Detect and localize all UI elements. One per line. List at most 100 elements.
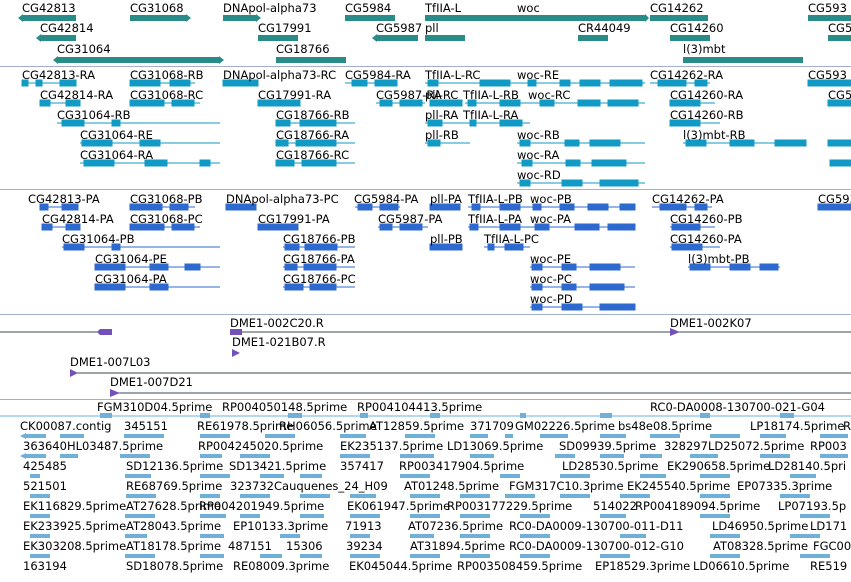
est-label[interactable]: 521501 <box>23 479 67 493</box>
transcript-label[interactable]: woc-RE <box>517 68 560 82</box>
clone-glyph[interactable] <box>97 329 112 335</box>
est-label[interactable]: EK061947.5prime <box>347 499 451 513</box>
transcript-label[interactable]: pll-RA <box>425 108 459 122</box>
est-label[interactable]: EP10133.3prime <box>233 519 329 533</box>
transcript-label[interactable]: woc-RD <box>517 168 561 182</box>
protein-label[interactable]: CG14260-PB <box>670 212 743 226</box>
transcript-label[interactable]: CG31064-RA <box>80 148 154 162</box>
est-label[interactable]: RP004201949.5prime <box>199 499 325 513</box>
protein-label[interactable]: CG18766-PA <box>283 252 355 266</box>
transcript-label[interactable]: CG31064-RB <box>57 108 131 122</box>
gene-label[interactable]: CG14262 <box>650 1 704 15</box>
gene-glyph-cr44049[interactable] <box>578 35 608 41</box>
transcript-label[interactable]: CG14260-RB <box>670 108 744 122</box>
est-label[interactable]: SD12136.5prime <box>126 459 224 473</box>
transcript-label[interactable]: CG31064-RE <box>80 128 153 142</box>
est-label[interactable]: LD46950.5prime <box>712 519 809 533</box>
protein-label[interactable]: CG31068-PB <box>130 192 203 206</box>
est-label[interactable]: 363640 <box>23 439 67 453</box>
est-label[interactable]: 487151 <box>228 539 272 553</box>
gene-glyph-cg42813[interactable] <box>22 15 76 21</box>
protein-label[interactable]: CG5984-PA <box>354 192 419 206</box>
protein-label[interactable]: CG31064-PA <box>95 272 167 286</box>
gene-glyph-cg14260[interactable] <box>670 35 710 41</box>
transcript-label[interactable]: woc-RC <box>528 88 571 102</box>
est-label[interactable]: LP18174.5prime <box>750 419 845 433</box>
gene-label[interactable]: CG593 <box>808 1 847 15</box>
transcript-label[interactable]: TfIIA-L-RB <box>463 88 519 102</box>
protein-label[interactable]: CG31068-PC <box>130 212 203 226</box>
est-label[interactable]: LD28140.5pri <box>768 459 847 473</box>
est-label[interactable]: LD06610.5prime <box>693 559 790 573</box>
est-label[interactable]: SD18078.5prime <box>126 559 224 573</box>
clone-glyph[interactable] <box>70 369 78 377</box>
protein-label[interactable]: pll-PB <box>430 232 463 246</box>
transcript-label[interactable]: CG14260-RA <box>670 88 744 102</box>
est-label[interactable]: EP07335.3prime <box>737 479 833 493</box>
clone-glyph[interactable] <box>670 328 680 336</box>
est-label[interactable]: AT08328.5prime <box>713 539 809 553</box>
clone-label[interactable]: DME1-002K07 <box>670 316 752 330</box>
gene-glyph-woc[interactable] <box>517 15 645 21</box>
est-label[interactable]: EK116829.5prime <box>23 499 127 513</box>
clone-label[interactable]: DME1-007D21 <box>110 375 193 389</box>
protein-label[interactable]: CG31064-PE <box>95 252 167 266</box>
gene-glyph-cg5987[interactable] <box>376 35 418 41</box>
est-label[interactable]: 71913 <box>345 519 382 533</box>
gene-glyph-cg31064[interactable] <box>57 57 220 63</box>
transcript-label[interactable]: woc-RA <box>517 148 560 162</box>
gene-glyph-cg31068[interactable] <box>130 15 187 21</box>
est-label[interactable]: HL03487.5prime <box>67 439 164 453</box>
est-label[interactable]: GM02226.5prime <box>515 419 615 433</box>
gene-glyph-pll[interactable] <box>425 35 465 41</box>
est-label[interactable]: 514022 <box>593 499 637 513</box>
est-label[interactable]: 371709 <box>470 419 514 433</box>
est-label[interactable]: AT18178.5prime <box>126 539 222 553</box>
est-label[interactable]: FGM310D04.5prime <box>97 400 213 414</box>
est-label[interactable]: AT31894.5prime <box>410 539 506 553</box>
clone-label[interactable]: DME1-002C20.R <box>230 316 324 330</box>
transcript-label[interactable]: pll-RB <box>425 128 459 142</box>
est-label[interactable]: RP003508459.5prime <box>457 559 583 573</box>
protein-label[interactable]: pll-PA <box>430 192 462 206</box>
est-label[interactable]: EK045044.5prime <box>349 559 453 573</box>
est-label[interactable]: RC0-DA0009-130700-012-G10 <box>509 539 684 553</box>
transcript-label[interactable]: pll-RC <box>425 88 459 102</box>
protein-label[interactable]: TfIIA-L-PC <box>484 232 539 246</box>
clone-glyph[interactable] <box>110 389 120 397</box>
protein-label[interactable]: woc-PE <box>530 252 572 266</box>
gene-glyph-l3mbt[interactable] <box>683 57 803 63</box>
est-label[interactable]: Cauquenes_24_H09 <box>274 479 388 493</box>
transcript-label[interactable]: CG31068-RC <box>130 88 204 102</box>
protein-label[interactable]: DNApol-alpha73-PC <box>226 192 339 206</box>
est-label[interactable]: FGC00 <box>813 539 851 553</box>
gene-label[interactable]: CG5 <box>828 21 851 35</box>
gene-glyph-cg42814[interactable] <box>40 35 76 41</box>
est-label[interactable]: SD13421.5prime <box>229 459 327 473</box>
est-label[interactable]: LD13069.5prime <box>447 439 544 453</box>
est-label[interactable]: AT07236.5prime <box>408 519 504 533</box>
gene-label[interactable]: TfIIA-L <box>425 1 462 15</box>
est-label[interactable]: AT12859.5prime <box>369 419 465 433</box>
transcript-label[interactable]: CG5987-RA <box>376 88 442 102</box>
transcript-label[interactable]: l(3)mbt-RB <box>683 128 746 142</box>
est-label[interactable]: RC0-DA0008-130700-021-G04 <box>650 400 825 414</box>
protein-label[interactable]: CG17991-PA <box>258 212 330 226</box>
gene-label[interactable]: CG14260 <box>670 21 724 35</box>
transcript-label[interactable]: CG5 <box>828 88 851 102</box>
est-label[interactable]: RE519 <box>810 559 848 573</box>
transcript-label[interactable]: CG17991-RA <box>258 88 332 102</box>
est-label[interactable]: 425485 <box>23 459 67 473</box>
protein-label[interactable]: TfIIA-L-PB <box>468 192 523 206</box>
gene-label[interactable]: pll <box>425 21 439 35</box>
clone-label[interactable]: DME1-021B07.R <box>232 335 326 349</box>
est-label[interactable]: RP004104413.5prime <box>357 400 483 414</box>
gene-glyph-cg14262[interactable] <box>650 15 708 21</box>
est-label[interactable]: EP18529.3prime <box>595 559 691 573</box>
transcript-label[interactable]: DNApol-alpha73-RC <box>223 68 337 82</box>
gene-glyph-cg17991[interactable] <box>258 35 298 41</box>
protein-label[interactable]: l(3)mbt-PB <box>688 252 750 266</box>
est-label[interactable]: EK245540.5prime <box>627 479 731 493</box>
gene-glyph-dnapol-alpha73[interactable] <box>223 15 257 21</box>
gene-glyph-cg593[interactable] <box>808 15 851 21</box>
